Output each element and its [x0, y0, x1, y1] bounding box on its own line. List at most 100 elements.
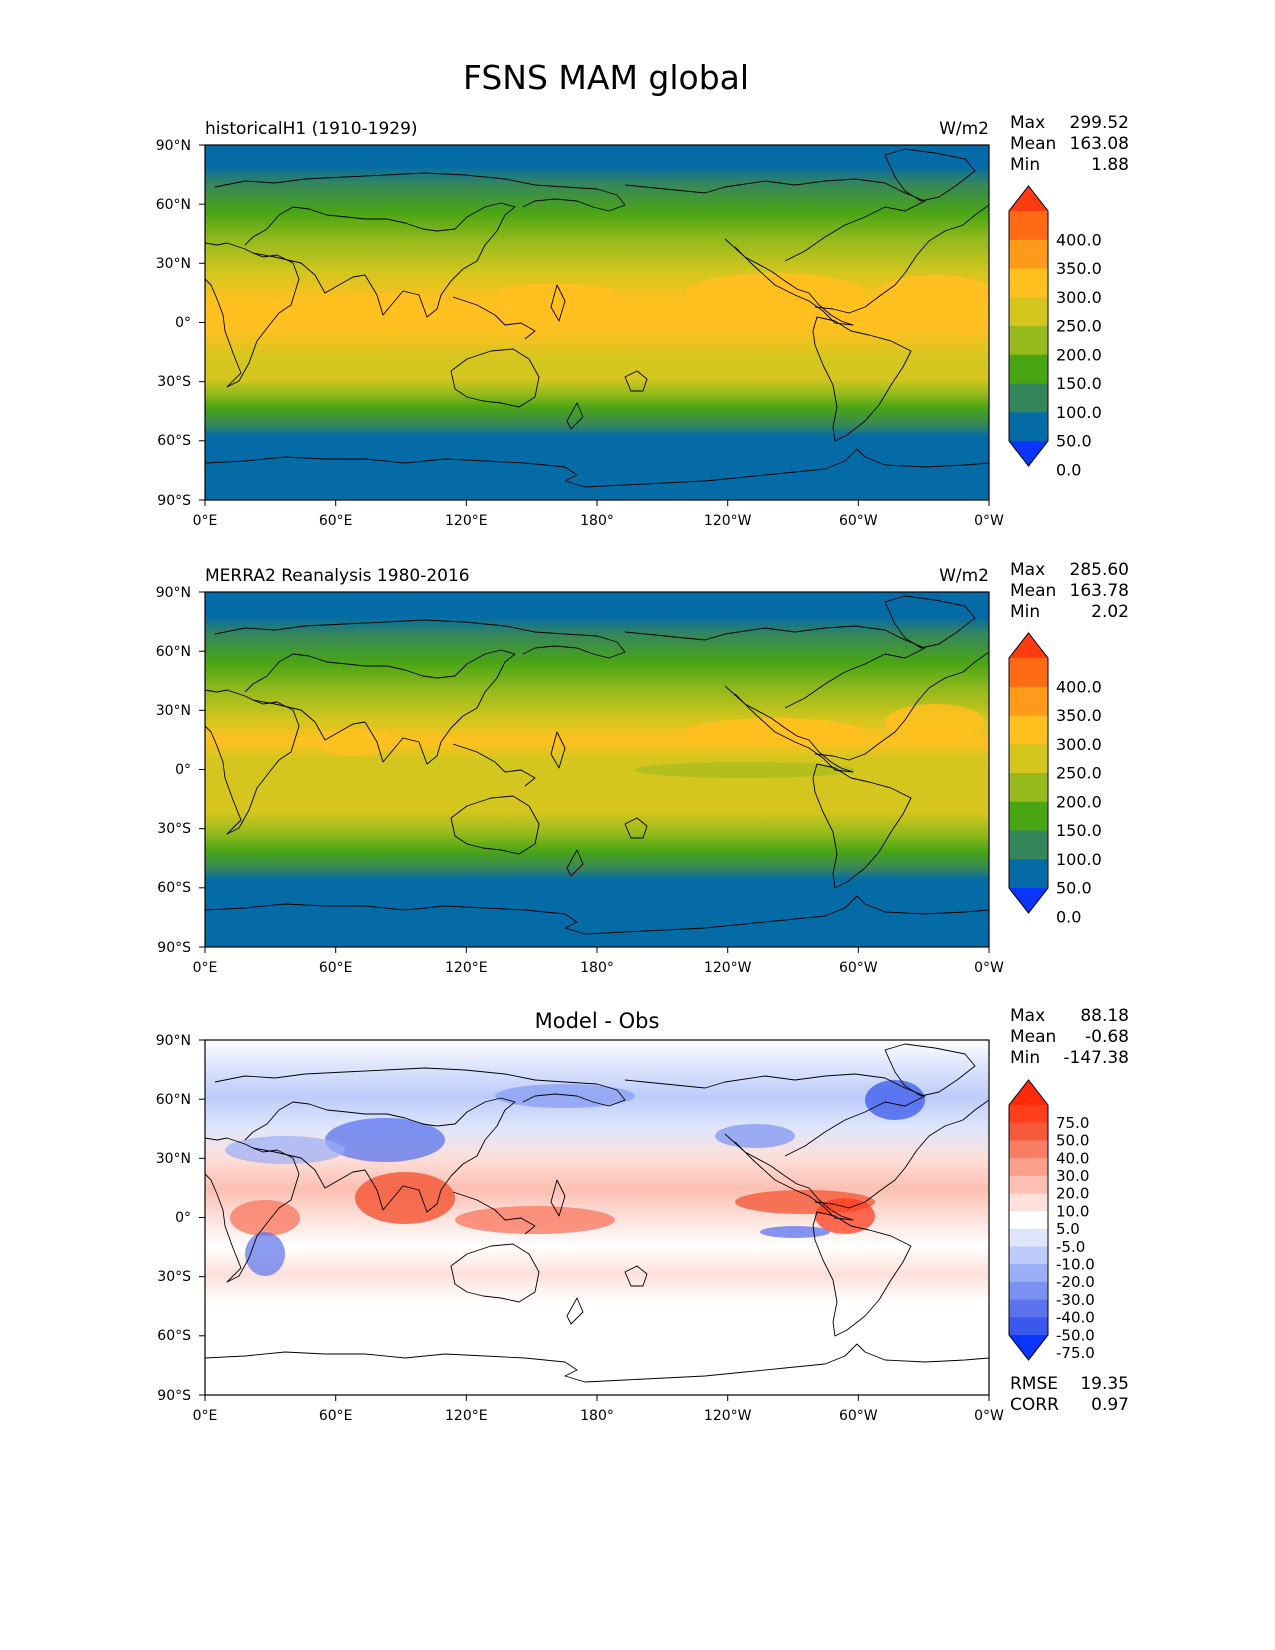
- panel-center-title: Model - Obs: [535, 1009, 660, 1033]
- x-tick-label: 60°W: [839, 1408, 878, 1424]
- colorbar-tick-label: 75.0: [1056, 1114, 1089, 1132]
- colorbar-segment: [1009, 1228, 1048, 1248]
- colorbar-segment: [1009, 773, 1048, 803]
- colorbar-tick-label: -75.0: [1056, 1344, 1095, 1362]
- colorbar-tick-label: -5.0: [1056, 1238, 1085, 1256]
- y-tick-label: 60°S: [157, 880, 191, 896]
- colorbar-segment: [1009, 383, 1048, 413]
- x-tick-label: 0°E: [193, 960, 218, 976]
- colorbar-extend-bottom: [1009, 1335, 1048, 1360]
- colorbar-outline: [1008, 632, 1049, 914]
- colorbar-merra2: 400.0 350.0 300.0 250.0 200.0 150.0 100.0 50.0 0…: [1008, 632, 1102, 926]
- colorbar-tick-label: 0.0: [1056, 907, 1081, 926]
- colorbar-tick-label: -50.0: [1056, 1326, 1095, 1344]
- x-tick-label: 120°E: [445, 960, 488, 976]
- stat-label-max: Max: [1010, 113, 1045, 133]
- colorbar-tick-label: 10.0: [1056, 1202, 1089, 1220]
- stat-value-max: 88.18: [1080, 1006, 1129, 1026]
- panel-units: W/m2: [939, 566, 989, 586]
- y-tick-label: 60°N: [156, 197, 191, 213]
- colorbar-tick-label: 150.0: [1056, 821, 1102, 840]
- y-tick-label: 0°: [175, 1210, 191, 1226]
- panel-historical: historicalH1 (1910-1929) W/m2 90°N 60°N …: [156, 119, 1004, 529]
- colorbar-segment: [1009, 1122, 1048, 1141]
- y-axis: 90°N 60°N 30°N 0° 30°S 60°S 90°S: [156, 585, 205, 956]
- stat-value-min: 2.02: [1091, 602, 1129, 622]
- colorbar-segment: [1009, 830, 1048, 860]
- coastlines: [204, 148, 990, 488]
- colorbar-segment: [1009, 297, 1048, 327]
- corr-value: 0.97: [1091, 1395, 1129, 1415]
- colorbar-segment: [1009, 1264, 1048, 1283]
- x-tick-label: 60°W: [839, 960, 878, 976]
- colorbar-segment: [1009, 1105, 1048, 1124]
- colorbar-segment: [1009, 1175, 1048, 1194]
- x-tick-label: 60°E: [319, 513, 353, 529]
- x-tick-label: 0°W: [974, 960, 1004, 976]
- y-tick-label: 60°N: [156, 1092, 191, 1108]
- y-tick-label: 30°S: [157, 1269, 191, 1285]
- colorbar-segment: [1009, 211, 1048, 241]
- colorbar-tick-label: 200.0: [1056, 792, 1102, 811]
- coastlines: [204, 595, 990, 935]
- panel-left-title: MERRA2 Reanalysis 1980-2016: [205, 566, 470, 586]
- colorbar-segment: [1009, 239, 1048, 269]
- x-tick-label: 120°W: [704, 513, 752, 529]
- stat-value-mean: -0.68: [1085, 1027, 1129, 1047]
- colorbar-tick-label: 350.0: [1056, 259, 1102, 278]
- x-tick-label: 120°E: [445, 513, 488, 529]
- colorbar-tick-label: 300.0: [1056, 288, 1102, 307]
- colorbar-outline: [1008, 185, 1049, 467]
- x-axis: 0°E 60°E 120°E 180° 120°W 60°W 0°W: [193, 1395, 1004, 1424]
- y-tick-label: 30°N: [156, 256, 191, 272]
- colorbar-extend-top: [1009, 1080, 1048, 1105]
- colorbar-segment: [1009, 268, 1048, 298]
- colorbar-tick-label: -40.0: [1056, 1309, 1095, 1327]
- colorbar-tick-label: 400.0: [1056, 677, 1102, 696]
- colorbar-tick-label: 250.0: [1056, 317, 1102, 336]
- colorbar-tick-label: 150.0: [1056, 374, 1102, 393]
- rmse-value: 19.35: [1080, 1374, 1129, 1394]
- y-tick-label: 60°N: [156, 644, 191, 660]
- y-tick-label: 90°N: [156, 585, 191, 601]
- colorbar-segment: [1009, 1246, 1048, 1265]
- figure-title: FSNS MAM global: [463, 58, 749, 97]
- rmse-label: RMSE: [1010, 1374, 1058, 1394]
- colorbar-segment: [1009, 1193, 1048, 1212]
- colorbar-tick-label: 200.0: [1056, 345, 1102, 364]
- x-tick-label: 60°E: [319, 1408, 353, 1424]
- stat-label-mean: Mean: [1010, 134, 1056, 154]
- y-tick-label: 60°S: [157, 433, 191, 449]
- y-tick-label: 30°N: [156, 703, 191, 719]
- y-tick-label: 60°S: [157, 1328, 191, 1344]
- stats-difference: Max 88.18 Mean -0.68 Min -147.38: [1010, 1006, 1129, 1068]
- colorbar-extend-top: [1009, 186, 1048, 211]
- colorbar-segment: [1009, 1317, 1048, 1336]
- x-axis: 0°E 60°E 120°E 180° 120°W 60°W 0°W: [193, 500, 1004, 529]
- colorbar-tick-label: 400.0: [1056, 230, 1102, 249]
- stat-value-min: -147.38: [1063, 1048, 1129, 1068]
- colorbar-segment: [1009, 1140, 1048, 1159]
- y-tick-label: 30°S: [157, 374, 191, 390]
- stat-value-min: 1.88: [1091, 155, 1129, 175]
- y-tick-label: 0°: [175, 762, 191, 778]
- colorbar-tick-label: 20.0: [1056, 1185, 1089, 1203]
- colorbar-segment: [1009, 326, 1048, 356]
- x-tick-label: 60°W: [839, 513, 878, 529]
- colorbar-tick-label: -10.0: [1056, 1255, 1095, 1273]
- corr-label: CORR: [1010, 1395, 1059, 1415]
- stat-value-max: 299.52: [1070, 113, 1129, 133]
- colorbar-segment: [1009, 658, 1048, 688]
- x-tick-label: 180°: [580, 1408, 614, 1424]
- colorbar-tick-label: 50.0: [1056, 1132, 1089, 1150]
- colorbar-tick-label: 250.0: [1056, 764, 1102, 783]
- colorbar-segment: [1009, 1158, 1048, 1177]
- y-tick-label: 30°N: [156, 1151, 191, 1167]
- stat-label-mean: Mean: [1010, 581, 1056, 601]
- colorbar-outline: [1008, 1079, 1049, 1361]
- x-tick-label: 180°: [580, 513, 614, 529]
- colorbar-tick-label: 5.0: [1056, 1220, 1080, 1238]
- map-background: [205, 592, 989, 947]
- colorbar-segment: [1009, 744, 1048, 774]
- stat-label-min: Min: [1010, 1048, 1040, 1068]
